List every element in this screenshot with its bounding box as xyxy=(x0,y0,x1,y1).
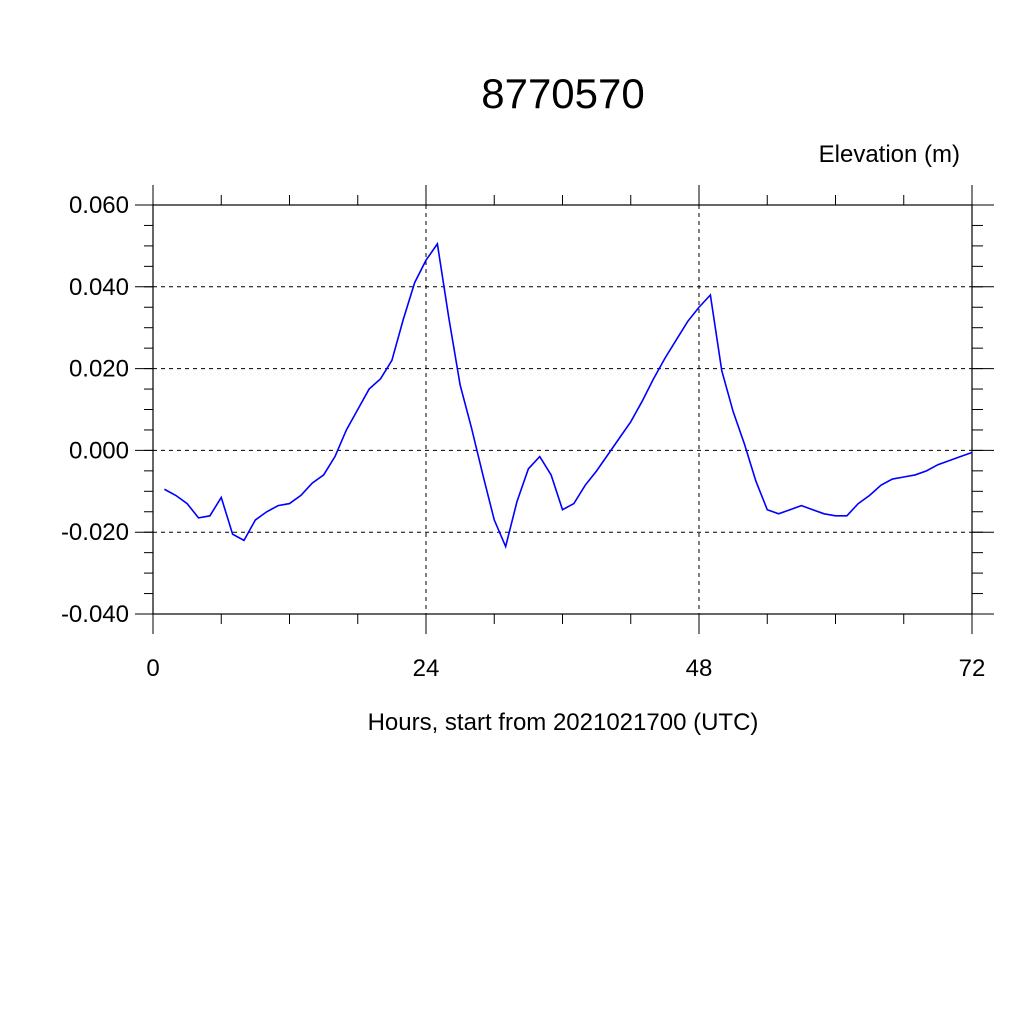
y-axis-label: Elevation (m) xyxy=(819,141,960,168)
tick-labels: -0.040 -0.020 0.000 0.020 0.040 0.060 0 24 48 72 xyxy=(61,192,985,682)
x-axis-label: Hours, start from 2021021700 (UTC) xyxy=(368,709,759,736)
x-tick-label: 48 xyxy=(686,655,713,682)
grid xyxy=(152,204,973,615)
y-tick-label: -0.020 xyxy=(61,519,129,546)
plot-frame xyxy=(152,204,973,615)
y-tick-label: 0.000 xyxy=(69,437,129,464)
y-tick-label: -0.040 xyxy=(61,601,129,628)
series-line xyxy=(163,241,973,549)
x-tick-label: 0 xyxy=(146,655,159,682)
chart-title: 8770570 xyxy=(481,70,645,117)
y-tick-label: 0.060 xyxy=(69,192,129,219)
x-tick-label: 72 xyxy=(959,655,986,682)
x-tick-label: 24 xyxy=(413,655,440,682)
y-tick-label: 0.040 xyxy=(69,274,129,301)
y-tick-label: 0.020 xyxy=(69,356,129,383)
axis-ticks xyxy=(135,185,994,634)
